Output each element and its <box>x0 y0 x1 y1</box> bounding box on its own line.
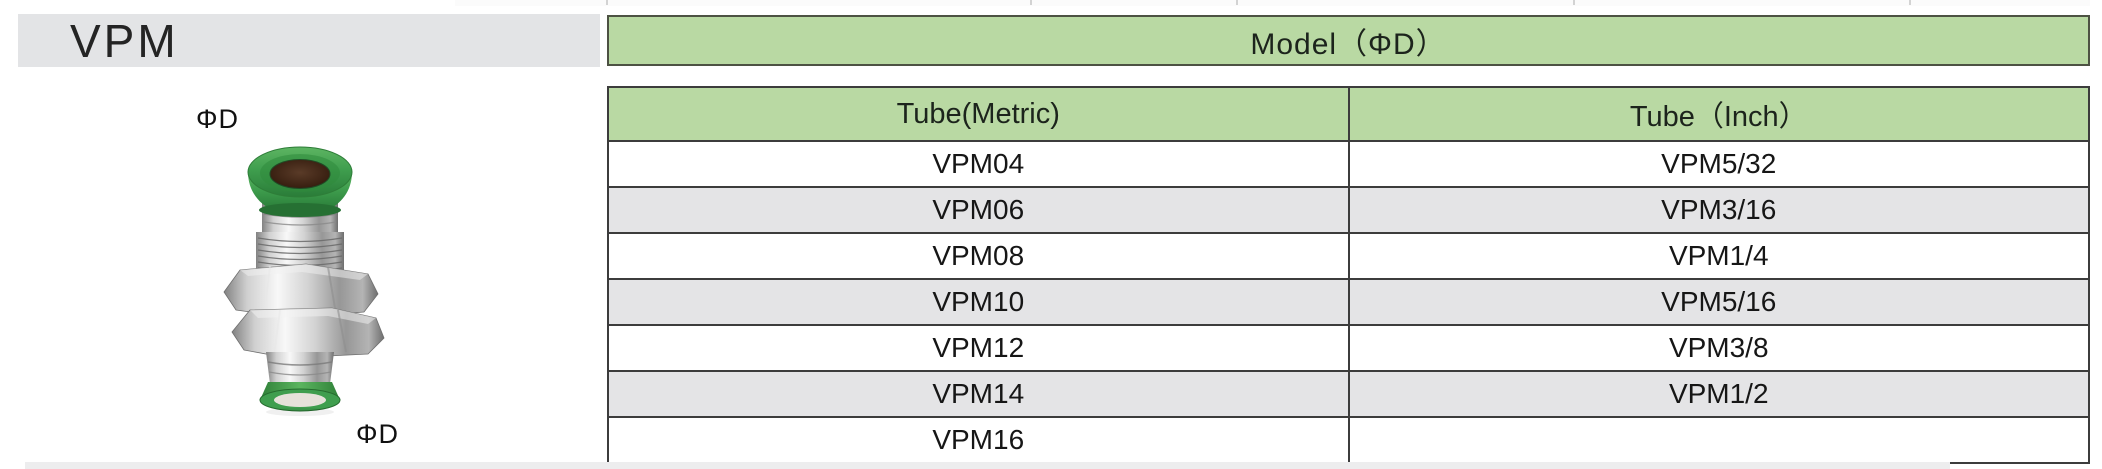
cell-metric: VPM16 <box>607 416 1350 464</box>
hex-nut-lower <box>231 307 385 359</box>
table-row: VPM16 <box>607 416 2090 464</box>
cell-metric: VPM10 <box>607 278 1350 326</box>
next-section-edge <box>25 462 1950 469</box>
cell-metric: VPM08 <box>607 232 1350 280</box>
cell-metric: VPM04 <box>607 140 1350 188</box>
cell-inch: VPM5/16 <box>1347 278 2090 326</box>
model-header: Model（ΦD） <box>607 15 2090 66</box>
col-header-tube-inch: Tube（Inch） <box>1347 86 2090 142</box>
crop-tick <box>1909 0 1911 5</box>
crop-tick <box>1030 0 1032 5</box>
product-photo <box>210 146 390 418</box>
series-title: VPM <box>70 14 179 67</box>
crop-tick <box>1573 0 1575 5</box>
table-row: VPM14 VPM1/2 <box>607 370 2090 418</box>
cell-inch: VPM3/8 <box>1347 324 2090 372</box>
cell-inch: VPM3/16 <box>1347 186 2090 234</box>
cell-metric: VPM12 <box>607 324 1350 372</box>
tube-port-top <box>269 159 331 189</box>
cell-metric: VPM06 <box>607 186 1350 234</box>
table-row: VPM10 VPM5/16 <box>607 278 2090 326</box>
col-header-tube-metric: Tube(Metric) <box>607 86 1350 142</box>
table-row: VPM04 VPM5/32 <box>607 140 2090 188</box>
cell-inch: VPM1/2 <box>1347 370 2090 418</box>
crop-tick <box>1236 0 1238 5</box>
model-table: Tube(Metric) Tube（Inch） VPM04 VPM5/32 VP… <box>607 86 2090 464</box>
bulkhead-union-fitting-illustration <box>223 146 385 416</box>
cell-metric: VPM14 <box>607 370 1350 418</box>
table-row: VPM08 VPM1/4 <box>607 232 2090 280</box>
dimension-label-bottom: ΦD <box>356 419 400 449</box>
table-header-row: Tube(Metric) Tube（Inch） <box>607 86 2090 142</box>
tube-port-bottom <box>274 393 326 407</box>
cell-inch: VPM5/32 <box>1347 140 2090 188</box>
dimension-label-top: ΦD <box>196 104 240 134</box>
model-header-title: Model（ΦD） <box>1250 27 1447 61</box>
table-row: VPM06 VPM3/16 <box>607 186 2090 234</box>
crop-tick <box>606 0 608 5</box>
page-crop-artifact <box>455 0 2090 6</box>
table-row: VPM12 VPM3/8 <box>607 324 2090 372</box>
cell-inch <box>1347 416 2090 464</box>
series-title-bar: VPM <box>18 14 600 67</box>
cell-inch: VPM1/4 <box>1347 232 2090 280</box>
